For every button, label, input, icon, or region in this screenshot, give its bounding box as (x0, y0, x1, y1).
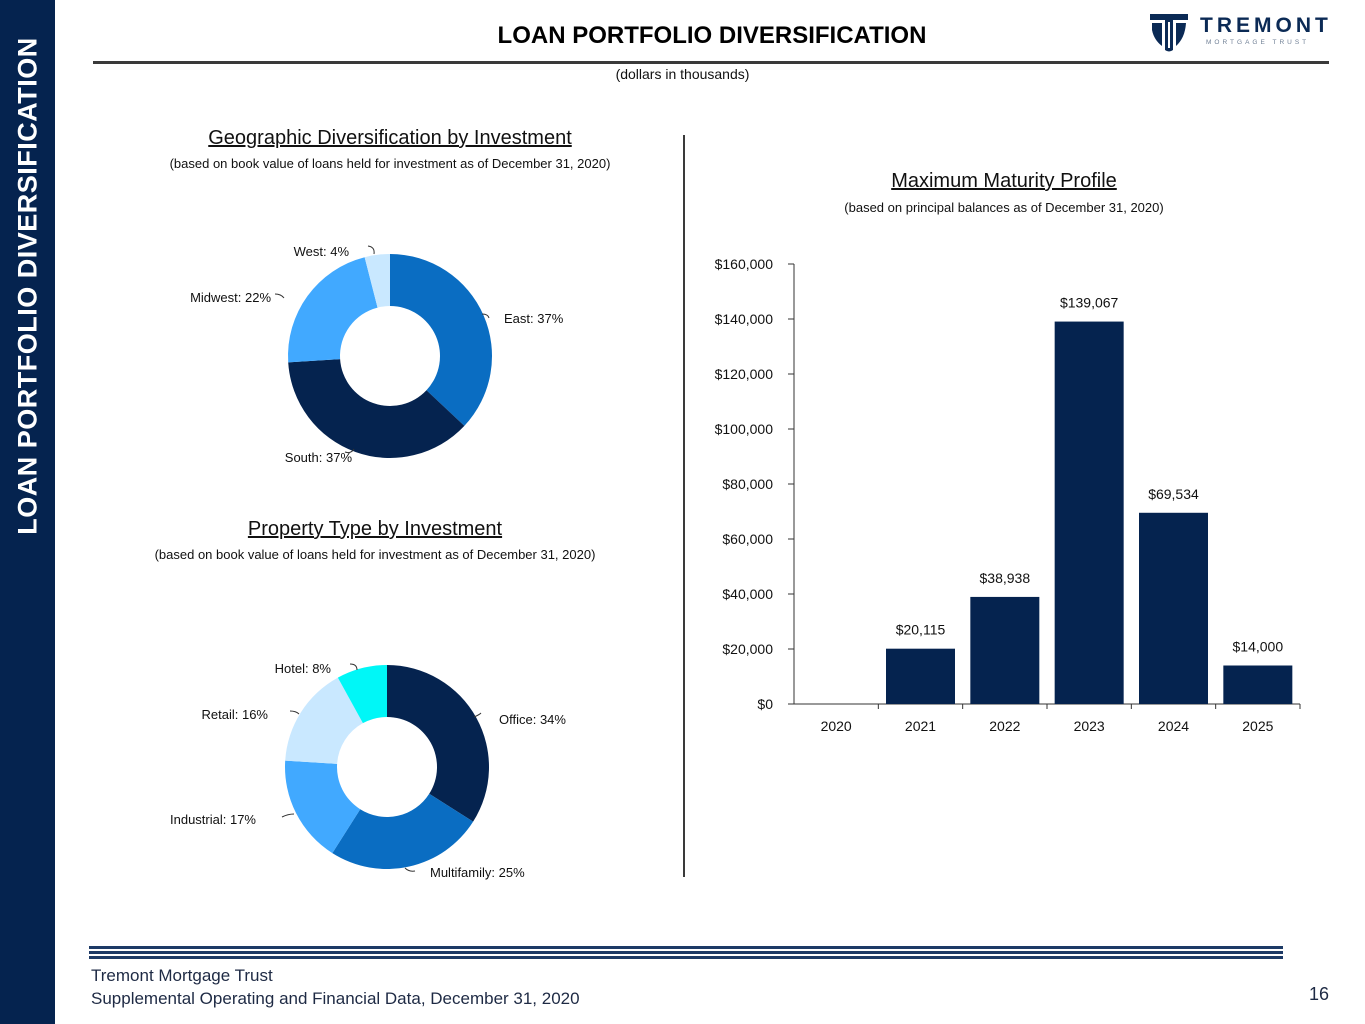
logo-word: TREMONT (1200, 14, 1332, 37)
geo-label-3: West: 4% (294, 244, 350, 259)
logo-subtitle: MORTGAGE TRUST (1206, 39, 1310, 46)
bar-2025 (1223, 665, 1293, 704)
prop-leader-2 (281, 813, 295, 818)
bar-data-label-2024: $69,534 (1148, 486, 1199, 502)
geo-leader-2 (274, 293, 285, 299)
maturity-chart-title: Maximum Maturity Profile (891, 170, 1117, 192)
prop-slice-1 (332, 793, 474, 869)
geo-label-0: East: 37% (504, 311, 564, 326)
geo-slice-2 (288, 257, 378, 363)
y-tick-label: $100,000 (715, 421, 774, 437)
property-chart-title: Property Type by Investment (247, 518, 503, 540)
y-tick-label: $120,000 (715, 366, 774, 382)
x-tick-label-2025: 2025 (1242, 718, 1273, 734)
bar-2021 (886, 648, 955, 704)
bar-2022 (970, 596, 1040, 704)
prop-label-1: Multifamily: 25% (430, 865, 525, 880)
y-tick-label: $160,000 (715, 256, 774, 272)
y-tick-label: $20,000 (722, 641, 773, 657)
title-rule (93, 61, 1329, 64)
geo-chart-title: Geographic Diversification by Investment (208, 127, 572, 149)
x-tick-label-2023: 2023 (1074, 718, 1105, 734)
x-tick-label-2020: 2020 (821, 718, 852, 734)
logo-mark-icon (1150, 14, 1188, 52)
units-note: (dollars in thousands) (615, 66, 750, 82)
sidebar-title: LOAN PORTFOLIO DIVERSIFICATION (12, 37, 43, 535)
maturity-bar-chart: $0 $20,000 $40,000 $60,000 $80,000 $100,000 $1… (715, 256, 1301, 734)
geo-leader-0 (481, 313, 490, 319)
footer-document: Supplemental Operating and Financial Dat… (91, 989, 580, 1008)
footer-rule (89, 946, 1283, 959)
y-tick-label: $80,000 (722, 476, 773, 492)
y-tick-label: $40,000 (722, 586, 773, 602)
bar-data-label-2025: $14,000 (1233, 639, 1284, 655)
bar-2024 (1139, 512, 1208, 704)
prop-slice-0 (387, 665, 490, 822)
logo: TREMONT MORTGAGE TRUST (1148, 12, 1333, 54)
geo-donut-chart: East: 37% South: 37% Midwest: 22% West: 4% (190, 244, 564, 465)
maturity-chart-subtitle: (based on principal balances as of Decem… (844, 200, 1164, 215)
vertical-divider (683, 135, 685, 877)
x-tick-label-2021: 2021 (905, 718, 936, 734)
geo-label-2: Midwest: 22% (190, 290, 271, 305)
prop-label-0: Office: 34% (499, 712, 566, 727)
prop-leader-4 (349, 663, 358, 671)
x-tick-label-2024: 2024 (1158, 718, 1189, 734)
geo-slice-0 (390, 254, 492, 426)
geo-leader-3 (367, 245, 375, 255)
bar-data-label-2022: $38,938 (980, 570, 1031, 586)
bar-data-label-2021: $20,115 (896, 622, 946, 638)
y-tick-label: $60,000 (722, 531, 773, 547)
sidebar: LOAN PORTFOLIO DIVERSIFICATION (0, 0, 55, 1024)
geo-leader-1 (344, 448, 355, 454)
x-tick-label-2022: 2022 (989, 718, 1020, 734)
geo-slice-1 (288, 359, 465, 458)
geo-slice-3 (364, 254, 390, 308)
geo-label-1: South: 37% (285, 450, 353, 465)
bar-2023 (1054, 321, 1124, 704)
page-number: 16 (1309, 984, 1330, 1004)
property-donut-chart: Office: 34% Multifamily: 25% Industrial: 1… (170, 661, 566, 880)
prop-slice-4 (337, 665, 387, 724)
prop-slice-3 (285, 677, 363, 764)
prop-slice-2 (285, 760, 361, 854)
footer-company: Tremont Mortgage Trust (91, 966, 273, 985)
prop-label-3: Retail: 16% (202, 707, 269, 722)
y-tick-label: $140,000 (715, 311, 774, 327)
prop-label-4: Hotel: 8% (275, 661, 332, 676)
geo-chart-subtitle: (based on book value of loans held for i… (169, 156, 611, 171)
bar-data-label-2023: $139,067 (1060, 295, 1119, 311)
prop-leader-1 (404, 867, 416, 872)
y-tick-label: $0 (757, 696, 773, 712)
prop-leader-0 (473, 712, 482, 718)
property-chart-subtitle: (based on book value of loans held for i… (154, 547, 596, 562)
page-title: LOAN PORTFOLIO DIVERSIFICATION (497, 22, 927, 49)
prop-leader-3 (289, 710, 300, 715)
prop-label-2: Industrial: 17% (170, 812, 256, 827)
